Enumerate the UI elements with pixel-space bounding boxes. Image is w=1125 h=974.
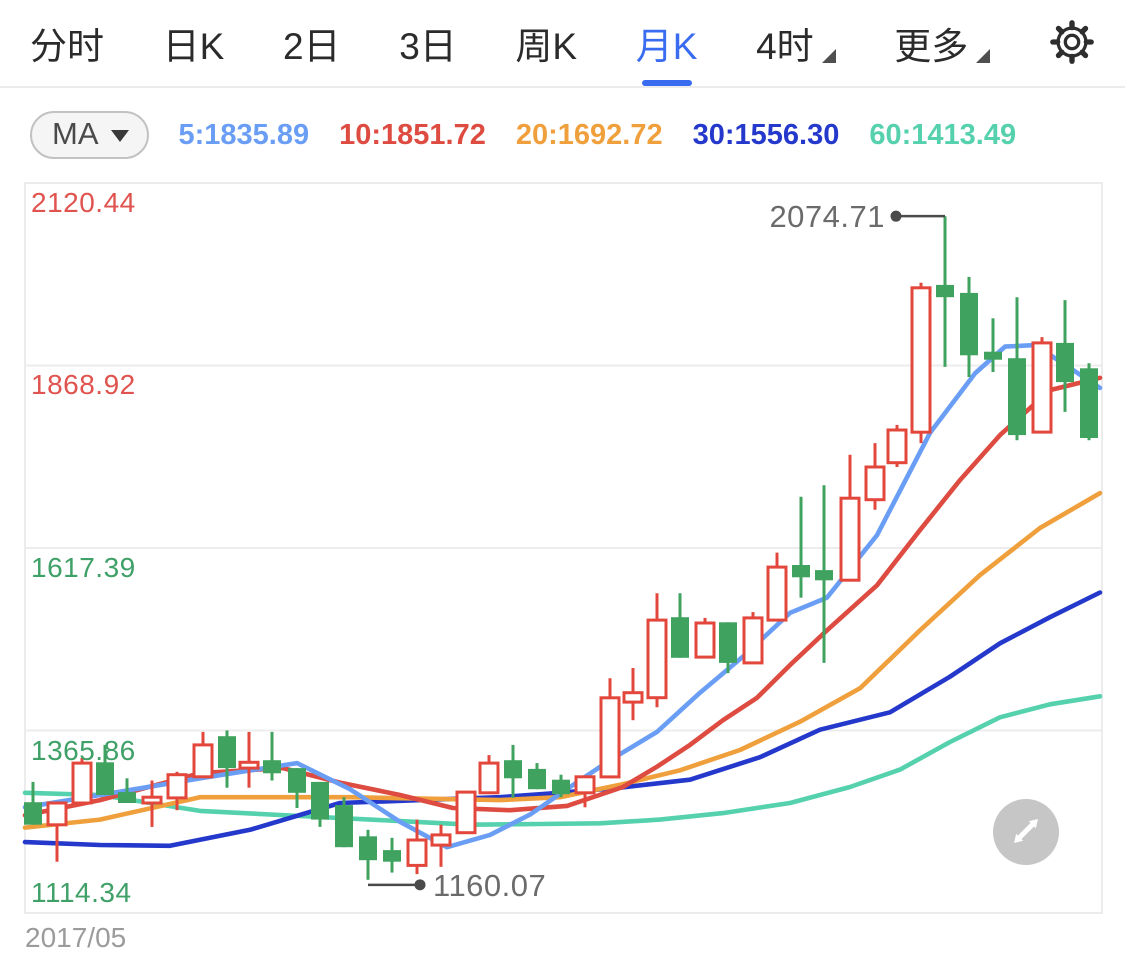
tab-2day[interactable]: 2日 <box>283 0 341 87</box>
tab-daily[interactable]: 日K <box>163 0 225 87</box>
gear-icon <box>1049 19 1095 68</box>
tab-4hour[interactable]: 4时 <box>756 0 836 87</box>
low-price-annotation: 1160.07 <box>433 867 547 903</box>
tab-more[interactable]: 更多 <box>894 0 991 87</box>
tab-label: 分时 <box>30 26 104 67</box>
ma5-value: 5:1835.89 <box>178 118 310 151</box>
ma60-value: 60:1413.49 <box>869 118 1017 151</box>
y-axis-label: 2120.44 <box>31 187 136 218</box>
tab-weekly[interactable]: 周K <box>515 0 577 87</box>
caret-down-icon <box>110 130 129 142</box>
tab-label: 日K <box>162 26 225 67</box>
dropdown-triangle-icon <box>821 49 836 63</box>
x-axis-date-label: 2017/05 <box>25 922 127 953</box>
settings-button[interactable] <box>1049 19 1095 68</box>
ma-indicator-bar: MA 5:1835.89 10:1851.72 20:1692.72 30:15… <box>0 104 1125 166</box>
tab-minute[interactable]: 分时 <box>30 0 104 87</box>
ma30-value: 30:1556.30 <box>692 118 840 151</box>
y-axis-label: 1365.86 <box>31 734 136 766</box>
ma20-value: 20:1692.72 <box>515 118 663 151</box>
y-axis-label: 1617.39 <box>31 552 136 583</box>
ma10-value: 10:1851.72 <box>339 118 486 151</box>
active-tab-underline <box>641 80 692 86</box>
tab-3day[interactable]: 3日 <box>399 0 457 87</box>
tab-label: 周K <box>515 26 578 67</box>
ma-selector-button[interactable]: MA <box>30 111 149 159</box>
y-axis-label: 1868.92 <box>31 369 136 401</box>
high-price-annotation: 2074.71 <box>769 199 885 235</box>
tab-monthly-active[interactable]: 月K <box>635 0 698 87</box>
y-axis-label: 1114.34 <box>31 877 132 908</box>
period-tab-bar: 分时 日K 2日 3日 周K 月K 4时 更多 <box>0 0 1125 88</box>
expand-chart-button[interactable] <box>993 799 1059 865</box>
tab-label: 2日 <box>282 26 341 67</box>
tab-label: 月K <box>635 26 698 67</box>
expand-arrows-icon <box>993 798 1059 867</box>
ma-button-label: MA <box>52 116 99 151</box>
tab-label: 更多 <box>894 26 969 67</box>
tab-label: 3日 <box>399 26 457 67</box>
dropdown-triangle-icon <box>976 49 991 63</box>
tab-label: 4时 <box>756 26 814 67</box>
